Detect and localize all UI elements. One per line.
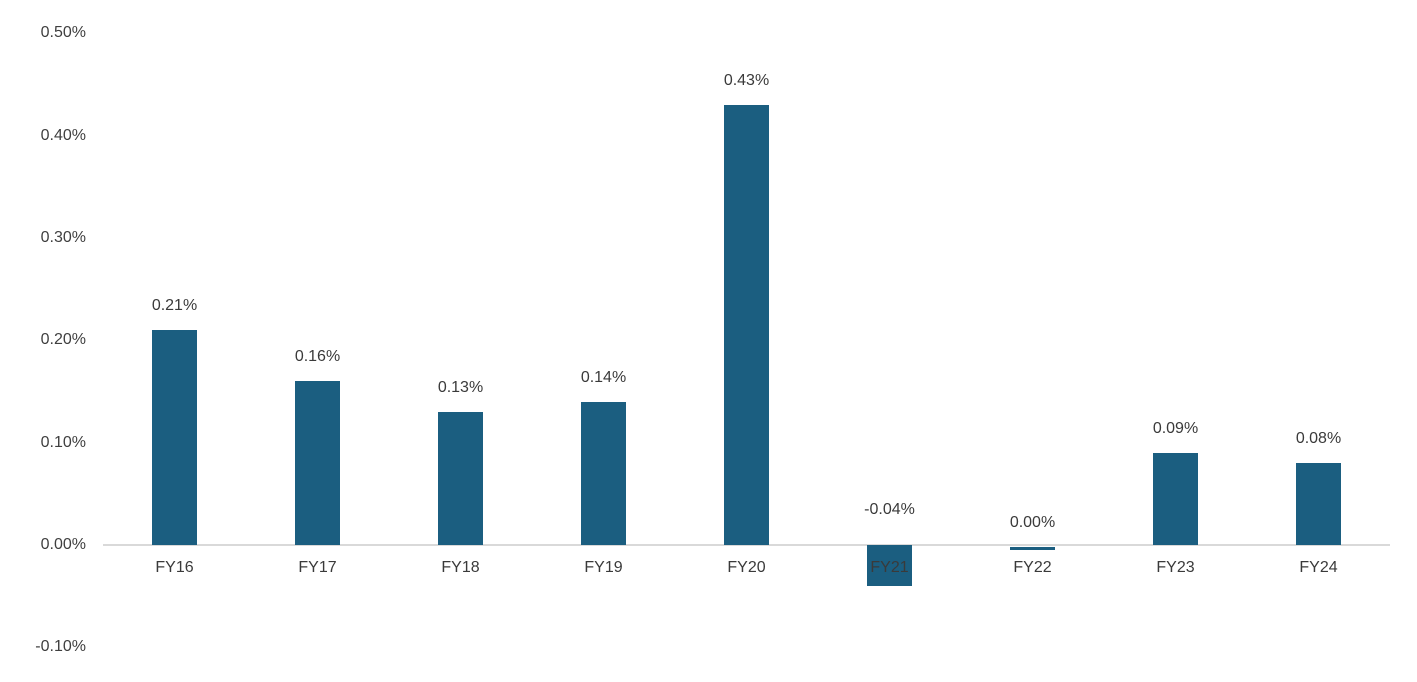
data-label-fy18: 0.13% — [437, 378, 484, 396]
bar-fy21 — [867, 545, 912, 586]
bar-fy20 — [724, 104, 769, 545]
bar-fy22 — [1010, 546, 1055, 550]
x-axis-category-label: FY21 — [870, 559, 909, 576]
bar-fy24 — [1296, 463, 1341, 545]
y-axis-tick-label: -0.10% — [35, 638, 86, 656]
x-axis-category-label: FY19 — [584, 559, 623, 576]
x-axis-line — [103, 544, 1390, 546]
y-axis-tick-label: 0.00% — [40, 536, 86, 553]
x-axis-category-label: FY20 — [727, 559, 766, 576]
y-axis-tick-label: 0.50% — [40, 24, 86, 42]
data-label-fy19: 0.14% — [580, 368, 627, 386]
bar-fy17 — [295, 381, 340, 545]
x-axis-category-label: FY17 — [298, 559, 337, 576]
bar-fy23 — [1153, 452, 1198, 545]
bar-fy18 — [438, 411, 483, 545]
data-label-fy17: 0.16% — [294, 348, 341, 366]
y-axis-tick-label: 0.20% — [40, 331, 86, 349]
x-axis-category-label: FY24 — [1299, 559, 1338, 576]
x-axis-category-label: FY23 — [1156, 559, 1195, 576]
data-label-fy20: 0.43% — [723, 71, 770, 89]
x-axis-category-label: FY18 — [441, 559, 480, 576]
data-label-fy24: 0.08% — [1295, 430, 1342, 448]
y-axis-tick-label: 0.10% — [40, 433, 86, 451]
bar-fy19 — [581, 401, 626, 545]
data-label-fy21: -0.04% — [864, 501, 915, 518]
data-label-fy16: 0.21% — [151, 297, 198, 315]
y-axis-tick-label: 0.40% — [40, 126, 86, 144]
x-axis-category-label: FY16 — [155, 559, 194, 576]
bar-fy16 — [152, 330, 197, 545]
y-axis-tick-label: 0.30% — [40, 229, 86, 246]
data-label-fy22: 0.00% — [1009, 514, 1056, 531]
x-axis-category-label: FY22 — [1013, 559, 1052, 576]
data-label-fy23: 0.09% — [1152, 419, 1199, 437]
